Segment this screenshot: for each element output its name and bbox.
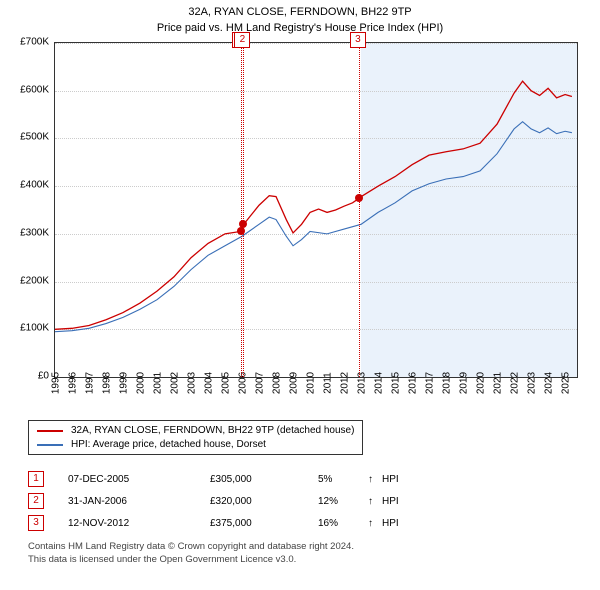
transaction-date: 12-NOV-2012 (68, 518, 210, 529)
event-rule (359, 43, 360, 377)
transaction-row: 1 07-DEC-2005£305,0005%↑HPI (28, 468, 422, 490)
transaction-date: 31-JAN-2006 (68, 496, 210, 507)
footnote-line-2: This data is licensed under the Open Gov… (28, 554, 354, 567)
y-axis-tick-label: £300K (20, 227, 49, 238)
y-axis-tick-label: £100K (20, 323, 49, 334)
chart-legend: 32A, RYAN CLOSE, FERNDOWN, BH22 9TP (det… (28, 420, 363, 455)
up-arrow-icon: ↑ (368, 518, 382, 529)
transactions-table: 107-DEC-2005£305,0005%↑HPI231-JAN-2006£3… (28, 468, 422, 534)
y-axis-tick-label: £600K (20, 84, 49, 95)
legend-label-hpi: HPI: Average price, detached house, Dors… (71, 439, 266, 450)
y-axis-tick-label: £0 (38, 371, 49, 382)
series-line-price_paid (55, 81, 572, 329)
series-line-hpi (55, 122, 572, 332)
transaction-index: 3 (28, 515, 44, 531)
chart-subtitle: Price paid vs. HM Land Registry's House … (0, 22, 600, 34)
y-axis-tick-label: £500K (20, 132, 49, 143)
legend-label-price: 32A, RYAN CLOSE, FERNDOWN, BH22 9TP (det… (71, 425, 354, 436)
chart-title: 32A, RYAN CLOSE, FERNDOWN, BH22 9TP (0, 6, 600, 18)
footnote-line-1: Contains HM Land Registry data © Crown c… (28, 541, 354, 554)
transaction-hpi-label: HPI (382, 496, 422, 507)
up-arrow-icon: ↑ (368, 496, 382, 507)
event-point (355, 194, 363, 202)
up-arrow-icon: ↑ (368, 474, 382, 485)
transaction-price: £320,000 (210, 496, 318, 507)
transaction-index: 2 (28, 493, 44, 509)
chart-plot-area: 1995199619971998199920002001200220032004… (54, 42, 578, 378)
transaction-pct: 5% (318, 474, 368, 485)
event-index-box: 3 (350, 32, 366, 48)
transaction-price: £375,000 (210, 518, 318, 529)
event-rule (243, 43, 244, 377)
transaction-hpi-label: HPI (382, 518, 422, 529)
chart-lines-svg (55, 43, 577, 377)
transaction-pct: 12% (318, 496, 368, 507)
y-axis-tick-label: £200K (20, 275, 49, 286)
legend-item-price: 32A, RYAN CLOSE, FERNDOWN, BH22 9TP (det… (37, 425, 354, 436)
transaction-date: 07-DEC-2005 (68, 474, 210, 485)
transaction-price: £305,000 (210, 474, 318, 485)
event-index-box: 2 (234, 32, 250, 48)
transaction-index: 1 (28, 471, 44, 487)
event-point (239, 220, 247, 228)
transaction-hpi-label: HPI (382, 474, 422, 485)
event-rule (241, 43, 242, 377)
y-axis-tick-label: £400K (20, 180, 49, 191)
transaction-row: 3 12-NOV-2012£375,00016%↑HPI (28, 512, 422, 534)
legend-swatch-price (37, 430, 63, 432)
footnote: Contains HM Land Registry data © Crown c… (28, 541, 354, 567)
legend-swatch-hpi (37, 444, 63, 446)
legend-item-hpi: HPI: Average price, detached house, Dors… (37, 439, 354, 450)
chart-container: { "title": "32A, RYAN CLOSE, FERNDOWN, B… (0, 0, 600, 590)
transaction-pct: 16% (318, 518, 368, 529)
transaction-row: 2 31-JAN-2006£320,00012%↑HPI (28, 490, 422, 512)
y-axis-tick-label: £700K (20, 37, 49, 48)
